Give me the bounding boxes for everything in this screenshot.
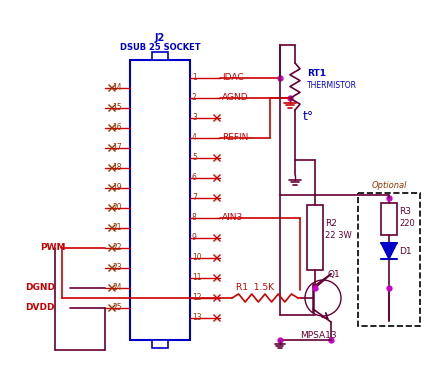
Text: 10: 10 [192, 252, 201, 262]
Text: J2: J2 [155, 33, 165, 43]
Text: R1  1.5K: R1 1.5K [236, 283, 273, 292]
Text: THERMISTOR: THERMISTOR [306, 80, 356, 90]
Bar [380, 203, 396, 235]
Text: 8: 8 [192, 212, 196, 222]
Text: IDAC: IDAC [222, 73, 243, 83]
Bar [152, 340, 167, 348]
Text: 6: 6 [192, 172, 196, 182]
Text: R2: R2 [324, 218, 336, 228]
Text: 13: 13 [192, 312, 201, 321]
Text: REFIN-: REFIN- [222, 134, 251, 142]
Text: AGND: AGND [222, 94, 248, 102]
Text: DSUB 25 SOCKET: DSUB 25 SOCKET [119, 44, 200, 52]
Text: 15: 15 [112, 102, 122, 112]
Text: 22: 22 [112, 243, 122, 251]
Bar [306, 205, 322, 270]
Text: Optional: Optional [370, 181, 406, 189]
Text: 25: 25 [112, 302, 122, 312]
Text: 23: 23 [112, 262, 122, 272]
Text: 9: 9 [192, 233, 196, 241]
Text: DVDD: DVDD [25, 304, 55, 312]
Text: R3: R3 [398, 207, 410, 217]
Text: t°: t° [302, 110, 314, 124]
Text: 7: 7 [192, 193, 196, 201]
Text: 1: 1 [192, 73, 196, 81]
Text: RT1: RT1 [306, 69, 325, 77]
Text: AIN3: AIN3 [222, 214, 243, 222]
Bar [130, 60, 190, 340]
Text: Q1: Q1 [327, 269, 340, 279]
Text: 19: 19 [112, 182, 122, 192]
Text: 24: 24 [112, 283, 122, 291]
Text: MPSA13: MPSA13 [299, 331, 336, 341]
Text: 16: 16 [112, 123, 122, 131]
Text: DGND: DGND [25, 283, 55, 292]
Text: 18: 18 [112, 163, 122, 171]
Text: 11: 11 [192, 273, 201, 281]
Polygon shape [380, 243, 396, 259]
Bar [357, 193, 419, 326]
Text: 4: 4 [192, 132, 196, 142]
Text: 220: 220 [398, 218, 414, 228]
Text: D1: D1 [398, 247, 411, 255]
Text: 14: 14 [112, 83, 122, 91]
Text: 2: 2 [192, 92, 196, 102]
Text: 22 3W: 22 3W [324, 230, 351, 240]
Text: 3: 3 [192, 113, 196, 121]
Text: 21: 21 [112, 222, 122, 232]
Bar [152, 52, 167, 60]
Text: 5: 5 [192, 153, 196, 161]
Text: 20: 20 [112, 203, 122, 211]
Text: 17: 17 [112, 142, 122, 152]
Text: 12: 12 [192, 292, 201, 302]
Text: PWM: PWM [40, 243, 65, 252]
